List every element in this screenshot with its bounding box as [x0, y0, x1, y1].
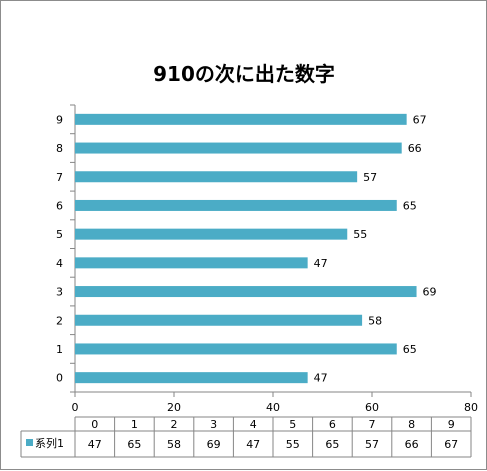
- y-tick-label: 6: [56, 199, 63, 212]
- x-tick-label: 20: [167, 401, 181, 414]
- table-header-cell: 4: [250, 418, 257, 431]
- table-value-cell: 47: [88, 438, 102, 451]
- y-tick-label: 7: [56, 171, 63, 184]
- x-tick-label: 0: [72, 401, 79, 414]
- data-label: 67: [413, 113, 427, 126]
- y-tick-label: 3: [56, 286, 63, 299]
- legend-series-name: 系列1: [35, 436, 64, 450]
- y-tick-label: 2: [56, 314, 63, 327]
- data-label: 47: [314, 257, 328, 270]
- bar-4: [75, 257, 308, 269]
- bar-1: [75, 343, 397, 355]
- table-value-cell: 65: [325, 438, 339, 451]
- table-value-cell: 67: [444, 438, 458, 451]
- table-value-cell: 69: [207, 438, 221, 451]
- data-label: 55: [353, 228, 367, 241]
- table-header-cell: 2: [171, 418, 178, 431]
- legend-swatch: [26, 439, 33, 446]
- table-value-cell: 55: [286, 438, 300, 451]
- y-tick-label: 1: [56, 343, 63, 356]
- table-value-cell: 58: [167, 438, 181, 451]
- y-tick-label: 4: [56, 257, 63, 270]
- bar-8: [75, 142, 402, 154]
- data-label: 66: [408, 142, 422, 155]
- bar-2: [75, 314, 363, 326]
- data-label: 65: [403, 199, 417, 212]
- bar-3: [75, 286, 417, 298]
- table-header-cell: 7: [369, 418, 376, 431]
- table-value-cell: 57: [365, 438, 379, 451]
- chart-title: 910の次に出た数字: [153, 62, 335, 86]
- x-tick-label: 40: [266, 401, 280, 414]
- x-tick-label: 60: [365, 401, 379, 414]
- bar-5: [75, 228, 348, 240]
- y-tick-label: 8: [56, 142, 63, 155]
- bar-6: [75, 199, 397, 211]
- data-label: 57: [363, 171, 377, 184]
- data-label: 47: [314, 372, 328, 385]
- table-header-cell: 3: [210, 418, 217, 431]
- bar-7: [75, 171, 358, 183]
- bar-0: [75, 372, 308, 384]
- y-tick-label: 0: [56, 372, 63, 385]
- data-label: 65: [403, 343, 417, 356]
- y-tick-label: 9: [56, 113, 63, 126]
- table-header-cell: 0: [91, 418, 98, 431]
- table-value-cell: 65: [127, 438, 141, 451]
- y-tick-label: 5: [56, 228, 63, 241]
- table-header-cell: 9: [448, 418, 455, 431]
- table-header-cell: 6: [329, 418, 336, 431]
- data-label: 58: [368, 314, 382, 327]
- table-value-cell: 47: [246, 438, 260, 451]
- data-label: 69: [423, 286, 437, 299]
- table-header-cell: 8: [408, 418, 415, 431]
- table-header-cell: 5: [289, 418, 296, 431]
- table-value-cell: 66: [405, 438, 419, 451]
- bar-9: [75, 113, 407, 125]
- table-header-cell: 1: [131, 418, 138, 431]
- plot-area: 0 20 40 60 800 471 652 583 694 475 556 657 578 669 67: [56, 104, 478, 414]
- x-tick-label: 80: [464, 401, 478, 414]
